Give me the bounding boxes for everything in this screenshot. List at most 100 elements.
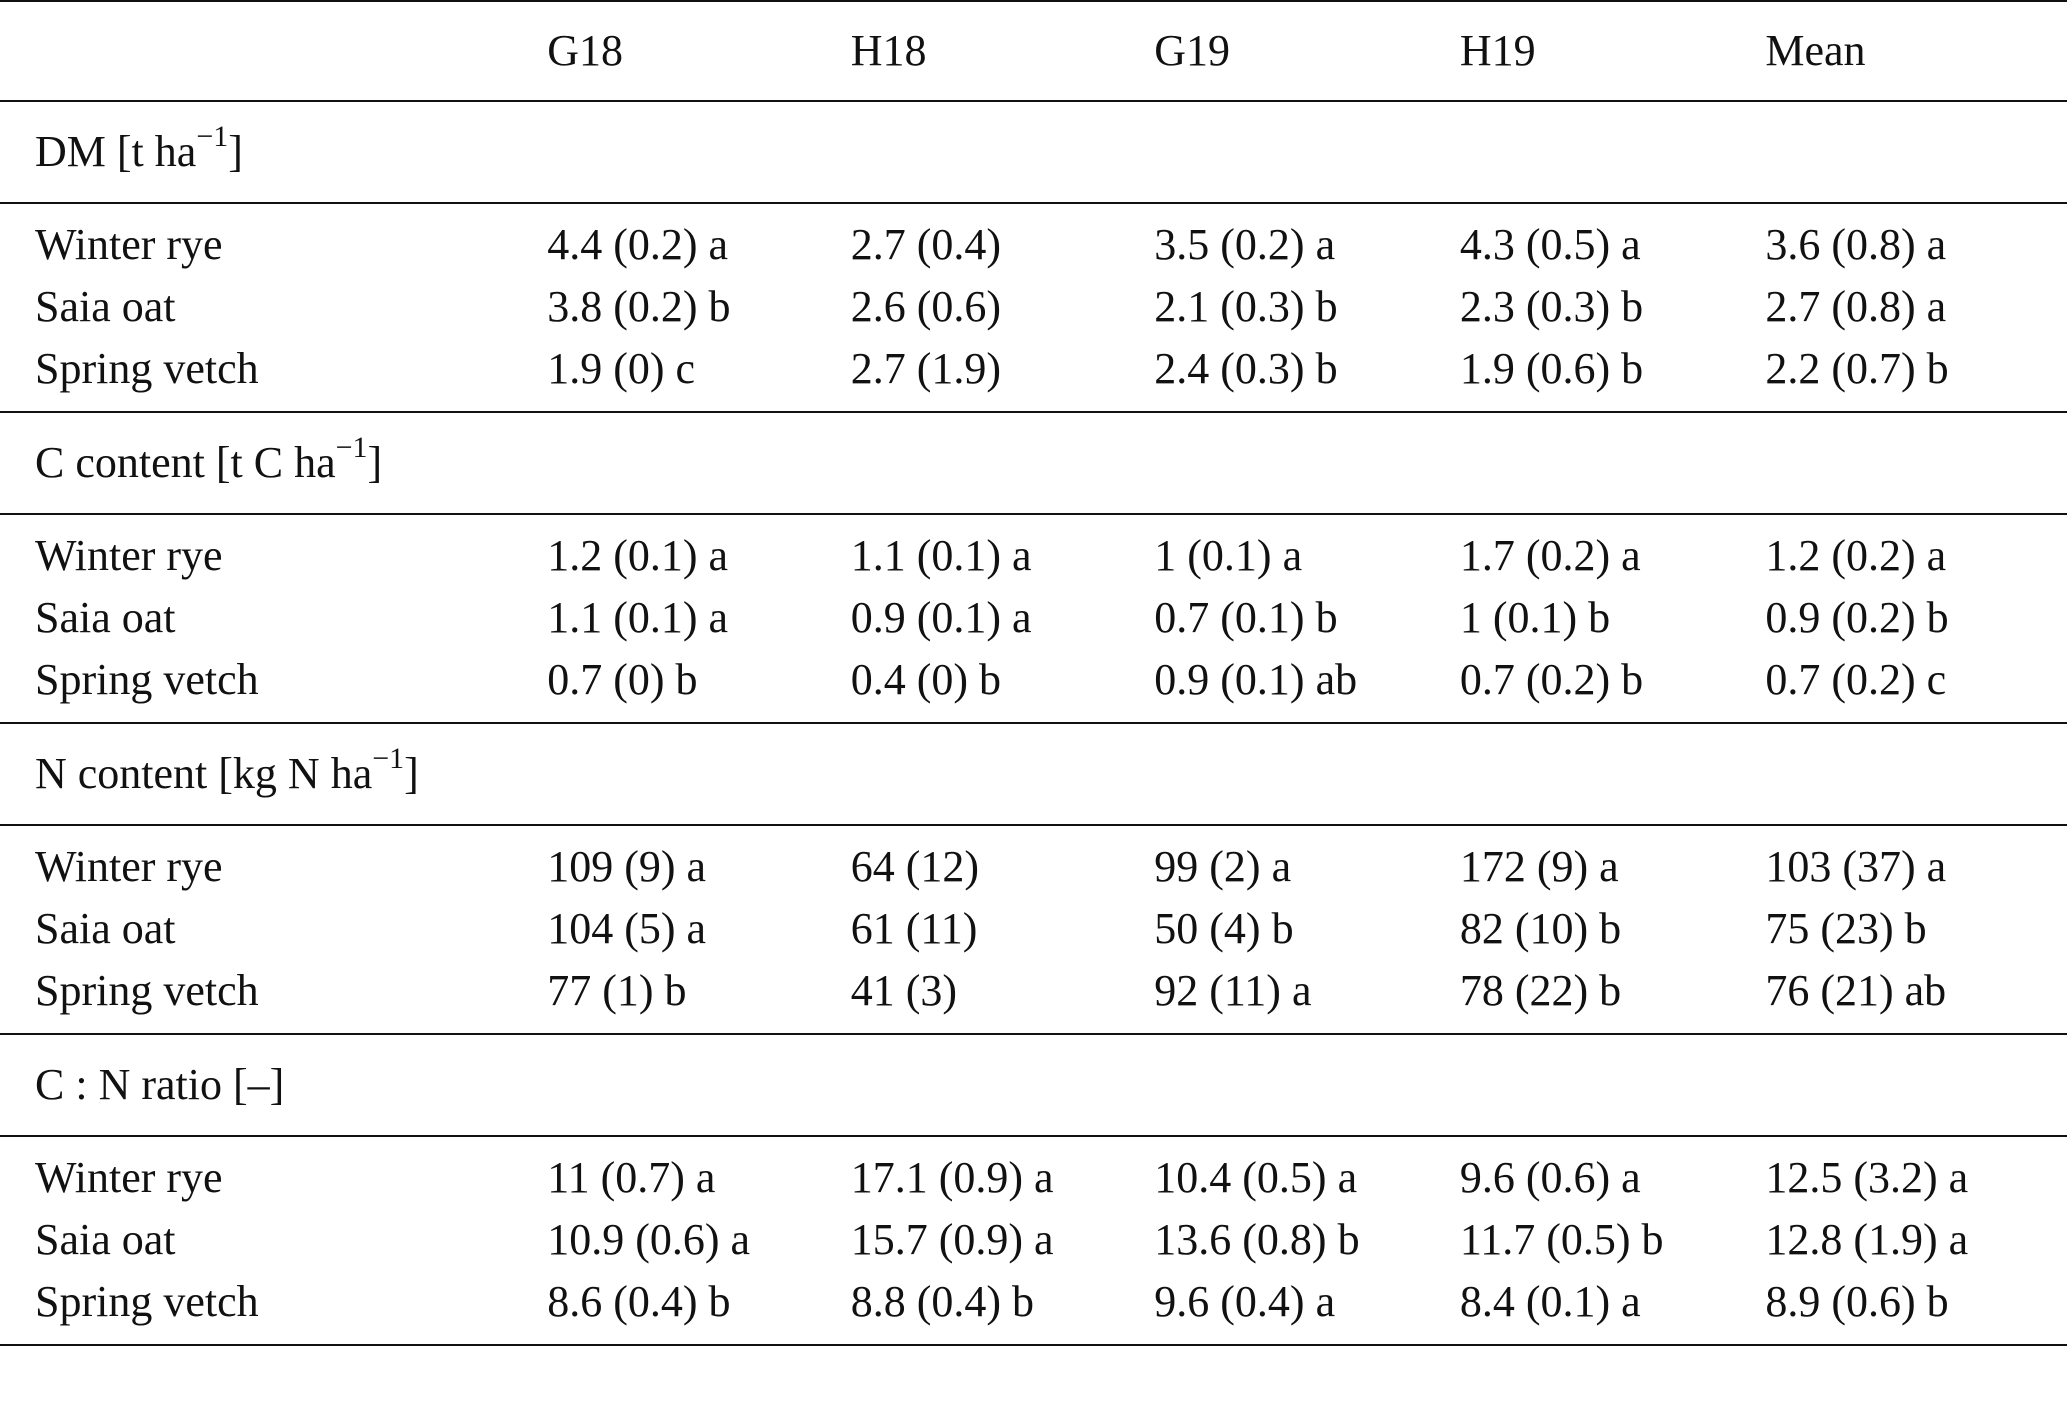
table-cell: 92 (11) a xyxy=(1154,966,1312,1015)
table-cell: 3.6 (0.8) a xyxy=(1765,220,1947,269)
group-heading: C : N ratio [–] xyxy=(0,1033,2067,1137)
group-heading-superscript: −1 xyxy=(196,120,229,154)
row-label: Spring vetch xyxy=(0,1271,548,1346)
table-cell: 11 (0.7) a xyxy=(547,1153,716,1202)
group-heading-row: N content [kg N ha−1] xyxy=(0,722,2067,826)
table-row: Spring vetch 77 (1) b 41 (3) 92 (11) a 78 (2… xyxy=(0,960,2067,1034)
group-heading-row: C : N ratio [–] xyxy=(0,1033,2067,1137)
table-cell: 10.9 (0.6) a xyxy=(547,1215,751,1264)
header-h18: H18 xyxy=(850,0,1155,101)
table-cell: 1.1 (0.1) a xyxy=(547,593,729,642)
group-heading-superscript: −1 xyxy=(372,742,405,776)
header-blank xyxy=(0,0,548,101)
table-cell: 0.7 (0.1) b xyxy=(1154,593,1338,642)
row-label: Winter rye xyxy=(35,842,223,891)
row-label: Winter rye xyxy=(35,220,223,269)
table-cell: 2.3 (0.3) b xyxy=(1459,282,1644,331)
table-row: Saia oat 3.8 (0.2) b 2.6 (0.6) 2.1 (0.3) b 2… xyxy=(0,276,2067,338)
table-cell: 0.7 (0.2) c xyxy=(1765,655,1947,704)
table-cell: 2.7 (0.4) xyxy=(850,220,1002,269)
table-cell: 1.9 (0) c xyxy=(547,344,696,393)
table-cell: 2.4 (0.3) b xyxy=(1154,344,1338,393)
table-cell: 0.7 (0.2) b xyxy=(1459,655,1644,704)
table-cell: 9.6 (0.6) a xyxy=(1459,1153,1641,1202)
table-cell: 78 (22) b xyxy=(1459,966,1622,1015)
table-cell: 13.6 (0.8) b xyxy=(1154,1215,1360,1264)
table-cell: 104 (5) a xyxy=(547,904,707,953)
table-cell: 75 (23) b xyxy=(1765,904,1927,953)
table-cell: 17.1 (0.9) a xyxy=(850,1153,1054,1202)
table-cell: 172 (9) a xyxy=(1459,842,1619,891)
group-heading-text: C : N ratio [–] xyxy=(35,1060,285,1109)
table-cell: 4.3 (0.5) a xyxy=(1459,220,1641,269)
table-row: Spring vetch 0.7 (0) b 0.4 (0) b 0.9 (0.1) … xyxy=(0,649,2067,723)
table-cell: 61 (11) xyxy=(850,904,978,953)
table-cell: 8.6 (0.4) b xyxy=(547,1271,851,1346)
table-cell: 8.4 (0.1) a xyxy=(1459,1271,1766,1346)
group-heading-end: ] xyxy=(228,127,243,176)
table-cell: 1.7 (0.2) a xyxy=(1459,531,1641,580)
table-cell: 103 (37) a xyxy=(1765,842,1947,891)
table-cell: 2.6 (0.6) xyxy=(850,282,1002,331)
group-heading-text: N content [kg N ha xyxy=(35,749,373,798)
row-label: Winter rye xyxy=(35,1153,223,1202)
table-cell: 109 (9) a xyxy=(547,842,707,891)
group-heading-end: ] xyxy=(367,438,383,487)
table-cell: 1.2 (0.1) a xyxy=(547,531,729,580)
table-cell: 77 (1) b xyxy=(547,966,687,1015)
group-heading-end: ] xyxy=(404,749,419,798)
table-cell: 1 (0.1) a xyxy=(1154,531,1303,580)
table-cell: 76 (21) ab xyxy=(1765,966,1947,1015)
table-cell: 8.8 (0.4) b xyxy=(850,1271,1155,1346)
group-heading-text: DM [t ha xyxy=(35,127,197,176)
table-cell: 4.4 (0.2) a xyxy=(547,220,729,269)
row-label: Saia oat xyxy=(35,282,176,331)
table-row: Winter rye 109 (9) a 64 (12) 99 (2) a 172 (9… xyxy=(0,825,2067,898)
table-row: Winter rye 11 (0.7) a 17.1 (0.9) a 10.4 (0.… xyxy=(0,1136,2067,1209)
table-cell: 0.4 (0) b xyxy=(850,655,1002,704)
table-cell: 2.2 (0.7) b xyxy=(1765,344,1949,393)
row-label: Spring vetch xyxy=(35,966,259,1015)
table-row: Saia oat 10.9 (0.6) a 15.7 (0.9) a 13.6 (0.… xyxy=(0,1209,2067,1271)
table-cell: 0.9 (0.1) ab xyxy=(1154,655,1358,704)
header-mean: Mean xyxy=(1765,0,2067,101)
group-heading-row: C content [t C ha−1] xyxy=(0,411,2067,515)
group-heading-text: C content [t C ha xyxy=(35,438,336,487)
table-cell: 2.7 (1.9) xyxy=(850,344,1002,393)
results-table: G18 H18 G19 H19 Mean DM [t ha−1] Winter r… xyxy=(0,0,2067,1346)
table-cell: 8.9 (0.6) b xyxy=(1765,1271,2067,1346)
table-cell: 1.1 (0.1) a xyxy=(850,531,1032,580)
table-row: Winter rye 4.4 (0.2) a 2.7 (0.4) 3.5 (0.2) … xyxy=(0,203,2067,276)
table-cell: 50 (4) b xyxy=(1154,904,1294,953)
table-cell: 1.9 (0.6) b xyxy=(1459,344,1644,393)
row-label: Spring vetch xyxy=(35,344,259,393)
table-cell: 2.7 (0.8) a xyxy=(1765,282,1947,331)
table-cell: 0.9 (0.1) a xyxy=(850,593,1032,642)
table-cell: 0.7 (0) b xyxy=(547,655,698,704)
header-g19: G19 xyxy=(1154,0,1460,101)
table-cell: 99 (2) a xyxy=(1154,842,1292,891)
row-label: Saia oat xyxy=(35,1215,176,1264)
table-cell: 15.7 (0.9) a xyxy=(850,1215,1054,1264)
table-cell: 12.8 (1.9) a xyxy=(1765,1215,1969,1264)
table-row: Saia oat 104 (5) a 61 (11) 50 (4) b 82 (10) … xyxy=(0,898,2067,960)
table-cell: 0.9 (0.2) b xyxy=(1765,593,1949,642)
table-cell: 10.4 (0.5) a xyxy=(1154,1153,1358,1202)
table-cell: 1 (0.1) b xyxy=(1459,593,1611,642)
header-h19: H19 xyxy=(1459,0,1766,101)
table-cell: 1.2 (0.2) a xyxy=(1765,531,1947,580)
group-heading: DM [t ha−1] xyxy=(0,100,2067,204)
group-heading: C content [t C ha−1] xyxy=(0,411,2067,515)
header-g18: G18 xyxy=(547,0,851,101)
group-heading: N content [kg N ha−1] xyxy=(0,722,2067,826)
table-row: Spring vetch 8.6 (0.4) b 8.8 (0.4) b 9.6 (0… xyxy=(0,1271,2067,1346)
row-label: Winter rye xyxy=(35,531,223,580)
group-heading-row: DM [t ha−1] xyxy=(0,100,2067,204)
header-row: G18 H18 G19 H19 Mean xyxy=(0,0,2067,101)
row-label: Spring vetch xyxy=(35,655,259,704)
table-cell: 11.7 (0.5) b xyxy=(1459,1215,1664,1264)
table-cell: 9.6 (0.4) a xyxy=(1154,1271,1460,1346)
row-label: Saia oat xyxy=(35,593,176,642)
table-row: Saia oat 1.1 (0.1) a 0.9 (0.1) a 0.7 (0.1) … xyxy=(0,587,2067,649)
group-heading-superscript: −1 xyxy=(335,431,368,465)
